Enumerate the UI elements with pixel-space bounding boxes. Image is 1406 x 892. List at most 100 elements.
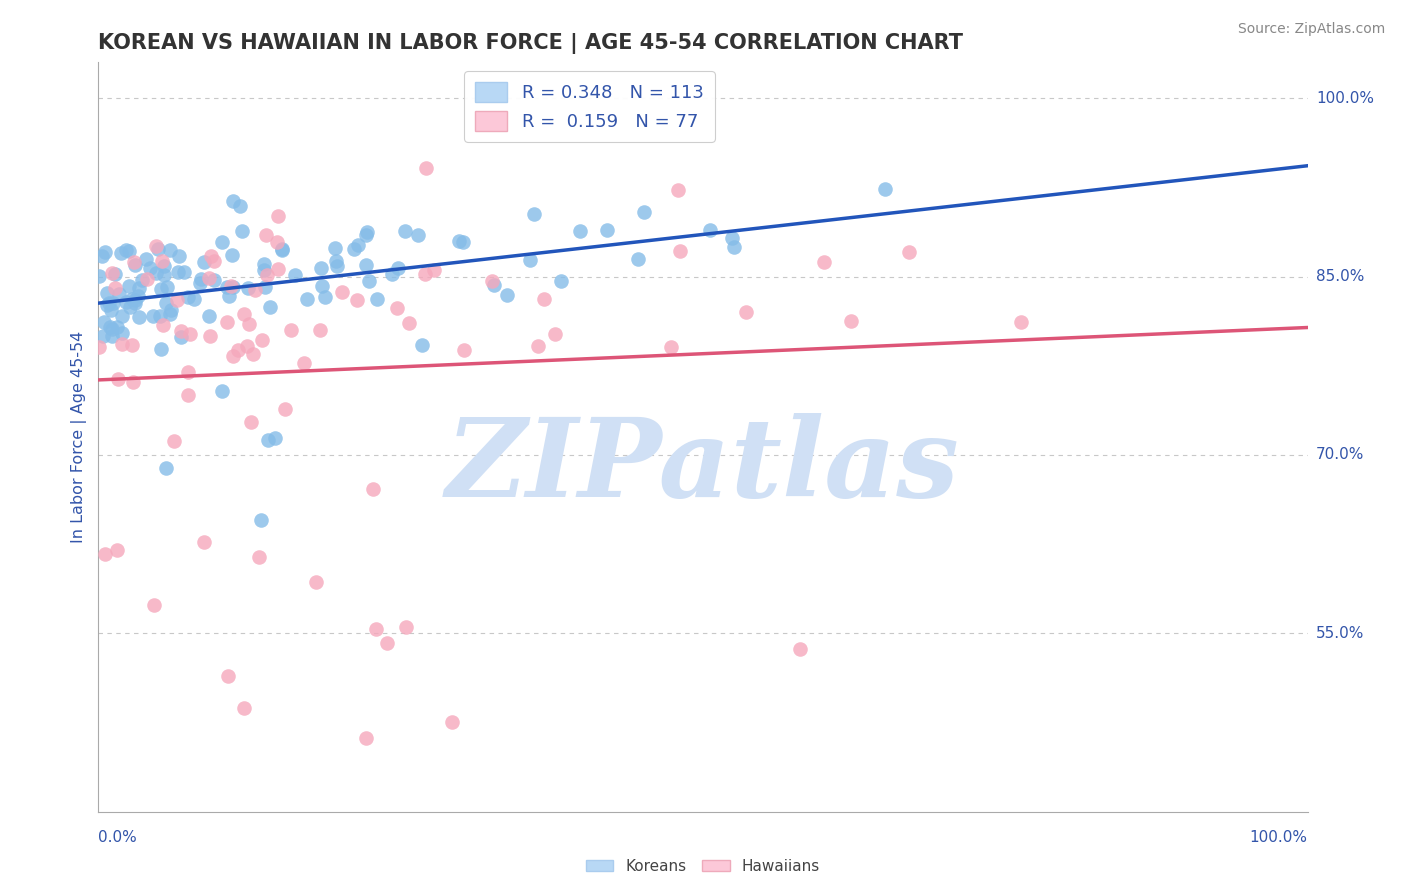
Point bbox=[217, 668, 239, 682]
Point bbox=[254, 280, 277, 294]
Point bbox=[354, 259, 377, 273]
Point bbox=[98, 319, 121, 334]
Point bbox=[193, 535, 215, 549]
Point bbox=[415, 161, 437, 175]
Point bbox=[496, 287, 519, 301]
Point bbox=[274, 402, 297, 417]
Point bbox=[789, 642, 811, 657]
Point bbox=[156, 280, 179, 294]
Point bbox=[200, 328, 222, 343]
Point bbox=[366, 622, 388, 636]
Point bbox=[211, 235, 233, 250]
Point bbox=[239, 415, 262, 429]
Point bbox=[148, 242, 170, 256]
Point bbox=[93, 547, 115, 561]
Point bbox=[121, 292, 143, 306]
Point bbox=[111, 309, 134, 323]
Point bbox=[197, 271, 219, 285]
Point bbox=[177, 387, 200, 401]
Point bbox=[343, 242, 366, 256]
Point bbox=[115, 294, 138, 309]
Point bbox=[236, 339, 259, 353]
Point bbox=[314, 290, 336, 304]
Point bbox=[221, 248, 243, 262]
Text: 100.0%: 100.0% bbox=[1316, 91, 1374, 105]
Point bbox=[111, 336, 134, 351]
Legend: R = 0.348   N = 113, R =  0.159   N = 77: R = 0.348 N = 113, R = 0.159 N = 77 bbox=[464, 71, 714, 142]
Point bbox=[734, 305, 756, 319]
Point bbox=[259, 300, 281, 314]
Point bbox=[839, 313, 862, 327]
Point bbox=[96, 298, 118, 312]
Point bbox=[152, 318, 174, 332]
Point bbox=[453, 343, 475, 357]
Point bbox=[153, 268, 176, 282]
Point bbox=[122, 375, 145, 389]
Text: 55.0%: 55.0% bbox=[1316, 626, 1364, 640]
Point bbox=[242, 347, 264, 361]
Point bbox=[354, 227, 377, 242]
Point bbox=[873, 182, 896, 196]
Text: 0.0%: 0.0% bbox=[98, 830, 138, 846]
Point bbox=[633, 204, 655, 219]
Point bbox=[108, 286, 131, 301]
Point bbox=[897, 245, 920, 260]
Text: KOREAN VS HAWAIIAN IN LABOR FORCE | AGE 45-54 CORRELATION CHART: KOREAN VS HAWAIIAN IN LABOR FORCE | AGE … bbox=[98, 32, 963, 54]
Point bbox=[105, 543, 128, 558]
Point bbox=[257, 434, 280, 448]
Point bbox=[250, 513, 273, 527]
Point bbox=[110, 326, 132, 340]
Point bbox=[408, 227, 430, 242]
Point bbox=[200, 249, 222, 263]
Point bbox=[398, 316, 420, 330]
Point bbox=[323, 241, 346, 255]
Point bbox=[413, 268, 436, 282]
Point bbox=[131, 273, 153, 287]
Point bbox=[256, 268, 278, 283]
Point bbox=[423, 262, 446, 277]
Point bbox=[163, 434, 186, 449]
Point bbox=[211, 384, 233, 399]
Point bbox=[91, 328, 114, 343]
Point bbox=[356, 225, 378, 239]
Point bbox=[381, 268, 404, 282]
Point bbox=[533, 292, 555, 306]
Point bbox=[218, 288, 240, 302]
Point bbox=[120, 300, 142, 314]
Point bbox=[245, 283, 267, 297]
Point bbox=[100, 303, 122, 318]
Point bbox=[173, 265, 195, 279]
Point bbox=[247, 550, 270, 565]
Point bbox=[451, 235, 474, 249]
Point bbox=[179, 327, 201, 342]
Point bbox=[264, 431, 287, 445]
Point bbox=[222, 349, 245, 363]
Point bbox=[366, 292, 388, 306]
Point bbox=[128, 310, 150, 324]
Point bbox=[93, 316, 115, 330]
Point bbox=[193, 255, 215, 269]
Point bbox=[135, 272, 157, 286]
Point bbox=[121, 338, 143, 352]
Point bbox=[153, 259, 176, 273]
Point bbox=[159, 244, 181, 258]
Point bbox=[118, 279, 141, 293]
Point bbox=[127, 288, 149, 302]
Point bbox=[89, 268, 111, 283]
Point bbox=[387, 261, 409, 276]
Point bbox=[238, 317, 260, 331]
Point bbox=[231, 224, 253, 238]
Point bbox=[271, 243, 294, 257]
Point bbox=[484, 278, 506, 293]
Point bbox=[721, 231, 744, 245]
Point bbox=[145, 266, 167, 280]
Point bbox=[292, 356, 315, 370]
Point bbox=[309, 323, 332, 337]
Point bbox=[309, 260, 332, 275]
Point bbox=[346, 293, 368, 307]
Point bbox=[169, 324, 191, 338]
Point bbox=[236, 281, 259, 295]
Point bbox=[87, 340, 110, 354]
Point bbox=[266, 235, 288, 249]
Text: 100.0%: 100.0% bbox=[1250, 830, 1308, 846]
